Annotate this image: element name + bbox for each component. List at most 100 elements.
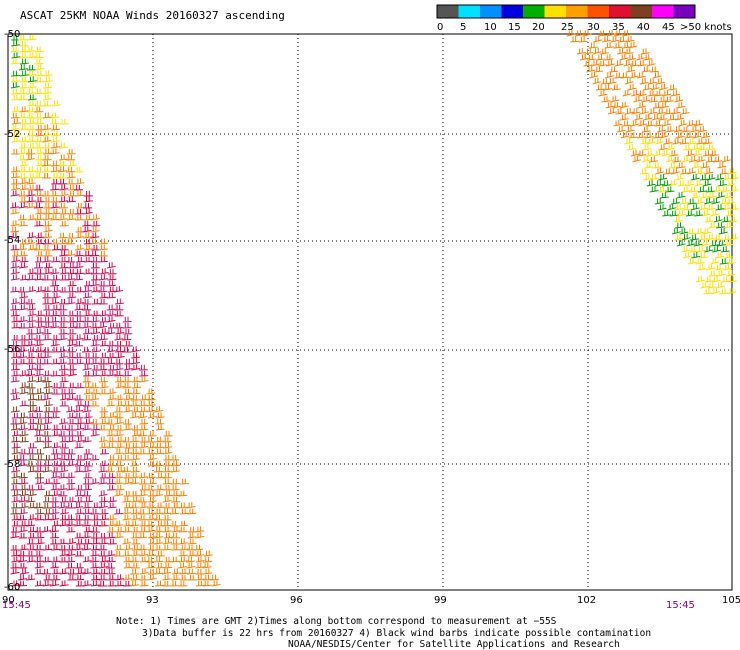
wind-barb xyxy=(42,286,52,293)
wind-barb xyxy=(90,544,100,551)
wind-barb xyxy=(692,162,702,169)
wind-barb xyxy=(131,550,141,557)
wind-barb xyxy=(603,84,613,91)
wind-barb xyxy=(704,197,714,205)
wind-barb xyxy=(624,108,634,115)
wind-barb xyxy=(114,364,124,371)
wind-barb xyxy=(34,58,44,65)
wind-barb xyxy=(18,556,28,563)
wind-barb xyxy=(58,490,68,497)
wind-barb xyxy=(42,190,52,197)
wind-barb xyxy=(43,208,53,215)
wind-barb xyxy=(147,574,157,581)
wind-barb xyxy=(18,508,28,515)
legend-tick-label: 10 xyxy=(484,22,497,33)
wind-barb xyxy=(90,256,101,263)
wind-barb xyxy=(90,226,100,233)
wind-barb xyxy=(27,94,37,101)
wind-barb xyxy=(566,29,576,37)
wind-barb xyxy=(114,490,124,497)
wind-barb xyxy=(42,136,52,143)
wind-barb xyxy=(51,208,61,215)
wind-barb xyxy=(131,382,142,389)
wind-barb xyxy=(98,244,108,251)
legend-tick-label: 20 xyxy=(532,22,545,33)
wind-barb xyxy=(130,556,140,563)
wind-barb xyxy=(139,418,149,425)
wind-barb xyxy=(107,574,117,581)
wind-barb xyxy=(90,280,100,287)
wind-barb xyxy=(27,136,37,143)
wind-barb xyxy=(66,454,76,461)
wind-barb xyxy=(147,490,157,497)
wind-barb xyxy=(115,340,125,347)
wind-barb xyxy=(10,527,20,533)
wind-barb xyxy=(99,238,109,245)
wind-barb xyxy=(653,132,663,139)
wind-barb xyxy=(83,250,93,257)
wind-barb xyxy=(138,448,148,455)
wind-barb xyxy=(74,490,84,497)
wind-barb xyxy=(34,46,44,53)
wind-barb xyxy=(10,88,21,95)
wind-barb xyxy=(67,412,77,419)
wind-barb xyxy=(606,29,616,37)
wind-barb xyxy=(65,166,76,173)
wind-barb xyxy=(130,436,140,443)
wind-barb xyxy=(139,520,149,527)
longitude-label: 96 xyxy=(290,595,303,606)
wind-barb xyxy=(26,352,36,359)
wind-barb xyxy=(19,178,29,185)
wind-barb xyxy=(107,460,117,467)
wind-barb xyxy=(178,562,188,569)
wind-barb xyxy=(114,298,124,305)
wind-barb xyxy=(66,148,76,155)
wind-barb xyxy=(83,232,93,239)
wind-barb xyxy=(106,262,116,269)
wind-barb xyxy=(50,502,60,509)
wind-barb xyxy=(114,430,124,437)
longitude-label: 105 xyxy=(722,595,740,606)
wind-barb xyxy=(654,149,664,157)
wind-barb xyxy=(19,184,29,191)
wind-barb xyxy=(58,502,68,509)
wind-barb xyxy=(90,370,100,377)
wind-barb xyxy=(98,274,109,281)
wind-barb xyxy=(115,400,125,407)
wind-barb xyxy=(614,29,624,37)
wind-barb xyxy=(147,514,157,521)
wind-barb xyxy=(162,472,173,479)
wind-barb xyxy=(115,466,125,473)
wind-barb xyxy=(679,198,689,205)
wind-barb xyxy=(34,556,44,563)
wind-barb xyxy=(654,198,664,205)
wind-barb xyxy=(42,94,52,101)
time-label-right: 15:45 xyxy=(666,600,695,611)
wind-barb xyxy=(706,156,716,163)
wind-barb xyxy=(58,418,68,425)
wind-barb xyxy=(51,442,61,449)
wind-barb xyxy=(178,526,188,533)
wind-barb xyxy=(187,575,197,581)
wind-barb xyxy=(668,179,678,187)
wind-barb xyxy=(75,190,85,197)
wind-barb xyxy=(686,120,696,127)
wind-barb xyxy=(99,472,109,479)
wind-barb xyxy=(665,186,675,193)
wind-barb xyxy=(74,412,84,419)
wind-barb xyxy=(711,276,721,283)
wind-barb xyxy=(50,484,60,491)
wind-barb xyxy=(42,352,52,359)
wind-barb xyxy=(146,406,156,413)
wind-barb xyxy=(146,388,156,395)
wind-barb xyxy=(575,30,584,37)
wind-barb xyxy=(131,538,141,545)
wind-barb xyxy=(722,173,732,181)
wind-barb xyxy=(59,568,69,575)
wind-barb xyxy=(726,197,736,205)
wind-barb xyxy=(75,382,85,389)
wind-barb xyxy=(106,419,116,425)
wind-barb xyxy=(107,322,118,329)
wind-barb xyxy=(43,250,53,257)
wind-barb xyxy=(578,36,588,43)
